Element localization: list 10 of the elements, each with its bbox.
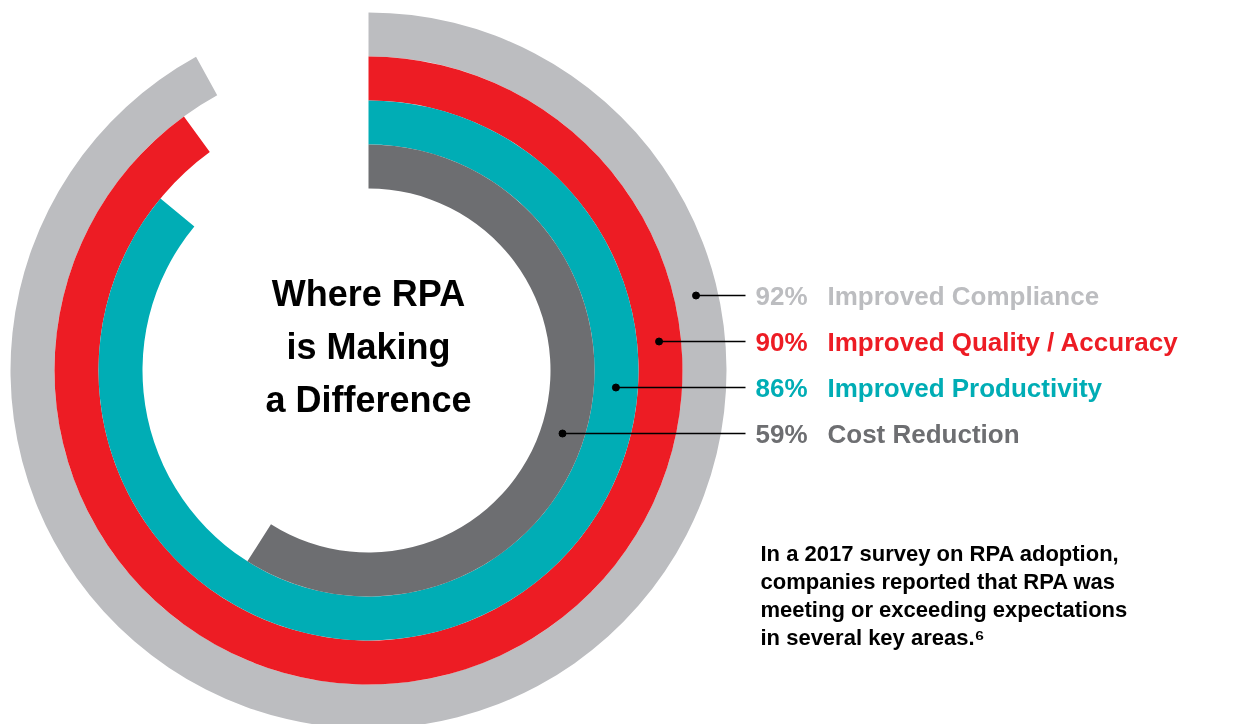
category-label: Improved Productivity <box>827 372 1103 403</box>
data-label: 86% <box>755 372 808 403</box>
text: Where RPA is Making a Difference <box>265 273 472 420</box>
category-label: Improved Compliance <box>827 280 1100 311</box>
text: In a 2017 survey on RPA adoption, companies reported that RPA was meeting or exceeding expectations in several key areas.⁶ <box>760 541 1128 650</box>
data-label: 90% <box>755 326 808 357</box>
category-label: Improved Quality / Accuracy <box>827 326 1179 357</box>
data-label: 59% <box>755 418 808 449</box>
data-label: 92% <box>755 280 808 311</box>
category-label: Cost Reduction <box>827 418 1020 449</box>
